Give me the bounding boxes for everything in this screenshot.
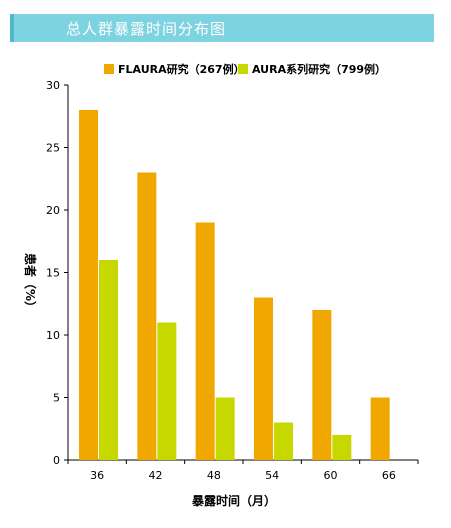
- legend-swatch: [238, 64, 248, 74]
- y-tick-label: 20: [46, 204, 60, 217]
- bar-aura: [157, 322, 177, 460]
- page-title: 总人群暴露时间分布图: [66, 20, 227, 38]
- y-tick-label: 10: [46, 329, 60, 342]
- bar-aura: [332, 435, 352, 460]
- x-tick-label: 54: [265, 469, 279, 482]
- bar-aura: [215, 397, 235, 460]
- bar-flaura: [312, 310, 332, 460]
- bar-aura: [274, 422, 293, 460]
- x-tick-label: 48: [207, 469, 221, 482]
- y-tick-label: 15: [46, 267, 60, 280]
- y-axis-label: 患者（%）: [23, 253, 38, 313]
- x-tick-label: 60: [324, 469, 338, 482]
- y-tick-label: 25: [46, 142, 60, 155]
- bar-flaura: [370, 397, 390, 460]
- x-tick-label: 42: [149, 469, 163, 482]
- x-axis-label: 暴露时间（月）: [191, 493, 276, 508]
- legend-label: FLAURA研究（267例）: [118, 62, 245, 76]
- bar-flaura: [137, 172, 157, 460]
- y-tick-label: 30: [46, 79, 60, 92]
- y-tick-label: 0: [53, 454, 60, 467]
- bar-flaura: [79, 110, 98, 460]
- y-tick-label: 5: [53, 392, 60, 405]
- title-bar: 总人群暴露时间分布图: [10, 14, 434, 42]
- legend-swatch: [104, 64, 114, 74]
- bar-aura: [99, 260, 118, 460]
- legend-label: AURA系列研究（799例）: [252, 62, 386, 76]
- bar-flaura: [254, 297, 273, 460]
- x-tick-label: 36: [90, 469, 104, 482]
- bar-flaura: [195, 222, 215, 460]
- x-tick-label: 66: [382, 469, 396, 482]
